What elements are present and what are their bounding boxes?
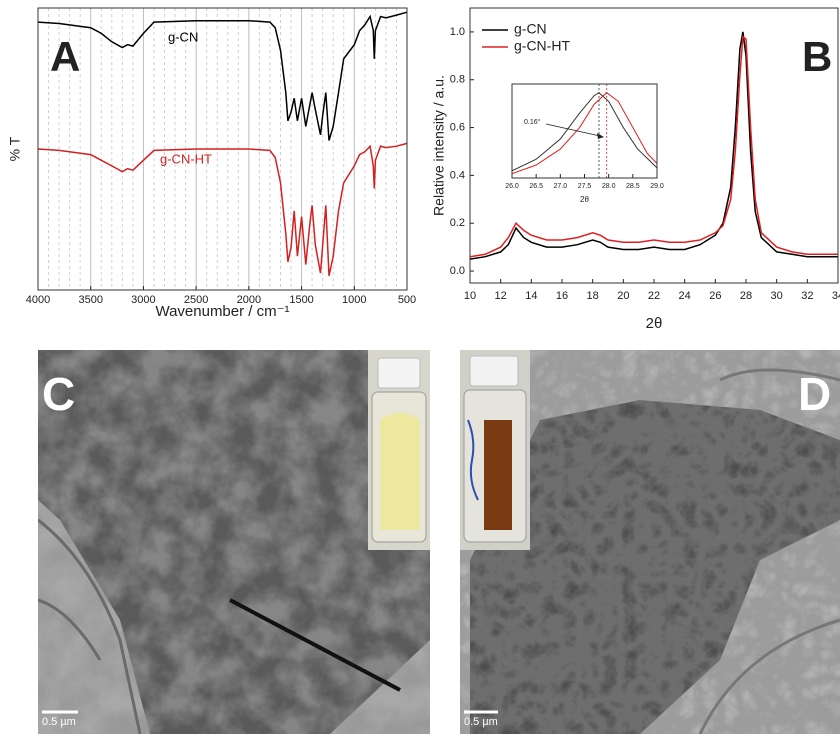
x-tick-label: 29.0 bbox=[650, 183, 664, 190]
x-tick-label: 16 bbox=[556, 290, 568, 302]
panel-label: B bbox=[802, 33, 832, 80]
x-tick-label: 24 bbox=[679, 290, 691, 302]
x-tick-label: 26 bbox=[709, 290, 721, 302]
x-tick-label: 1000 bbox=[342, 294, 366, 306]
tem-image-c: 0.5 µm C bbox=[38, 350, 430, 734]
scale-bar-label: 0.5 µm bbox=[42, 716, 76, 728]
y-tick-label: 0.0 bbox=[450, 265, 465, 277]
x-tick-label: 27.0 bbox=[554, 183, 568, 190]
tem-image-d: 0.5 µm D bbox=[460, 350, 840, 734]
x-tick-label: 18 bbox=[587, 290, 599, 302]
y-tick-label: 0.8 bbox=[450, 74, 465, 86]
series-label: g-CN-HT bbox=[160, 151, 212, 166]
y-axis-label: % T bbox=[7, 136, 23, 161]
x-tick-label: 12 bbox=[495, 290, 507, 302]
x-axis-label: Wavenumber / cm⁻¹ bbox=[155, 303, 289, 320]
series-label: g-CN bbox=[168, 29, 198, 44]
x-tick-label: 500 bbox=[398, 294, 416, 306]
x-axis-label: 2θ bbox=[646, 315, 663, 332]
y-tick-label: 0.6 bbox=[450, 121, 465, 133]
x-tick-label: 3500 bbox=[78, 294, 102, 306]
x-tick-label: 28 bbox=[740, 290, 752, 302]
x-tick-label: 32 bbox=[801, 290, 813, 302]
y-tick-label: 0.4 bbox=[450, 169, 465, 181]
panel-label: A bbox=[50, 33, 80, 80]
x-tick-label: 22 bbox=[648, 290, 660, 302]
x-tick-label: 1500 bbox=[289, 294, 313, 306]
x-tick-label: 14 bbox=[525, 290, 537, 302]
legend-label: g-CN bbox=[514, 21, 547, 37]
x-tick-label: 26.5 bbox=[529, 183, 543, 190]
x-tick-label: 26.0 bbox=[505, 183, 519, 190]
panel-label: D bbox=[798, 368, 831, 420]
x-tick-label: 20 bbox=[617, 290, 629, 302]
x-tick-label: 34 bbox=[832, 290, 840, 302]
x-tick-label: 3000 bbox=[131, 294, 155, 306]
x-tick-label: 30 bbox=[771, 290, 783, 302]
panel-label: C bbox=[42, 368, 75, 420]
x-tick-label: 4000 bbox=[26, 294, 50, 306]
x-tick-label: 28.5 bbox=[626, 183, 640, 190]
annotation: 0.16° bbox=[524, 118, 541, 126]
y-axis-label: Relative intensity / a.u. bbox=[431, 75, 447, 216]
scale-bar-label: 0.5 µm bbox=[464, 716, 498, 728]
x-tick-label: 27.5 bbox=[578, 183, 592, 190]
x-tick-label: 10 bbox=[464, 290, 476, 302]
x-axis-label: 2θ bbox=[580, 195, 589, 204]
legend-label: g-CN-HT bbox=[514, 38, 570, 54]
y-tick-label: 0.2 bbox=[450, 217, 465, 229]
x-tick-label: 28.0 bbox=[602, 183, 616, 190]
figure: 0.5 µm C 0.5 µm D 4000350030002500200015… bbox=[0, 0, 840, 734]
y-tick-label: 1.0 bbox=[450, 26, 465, 38]
